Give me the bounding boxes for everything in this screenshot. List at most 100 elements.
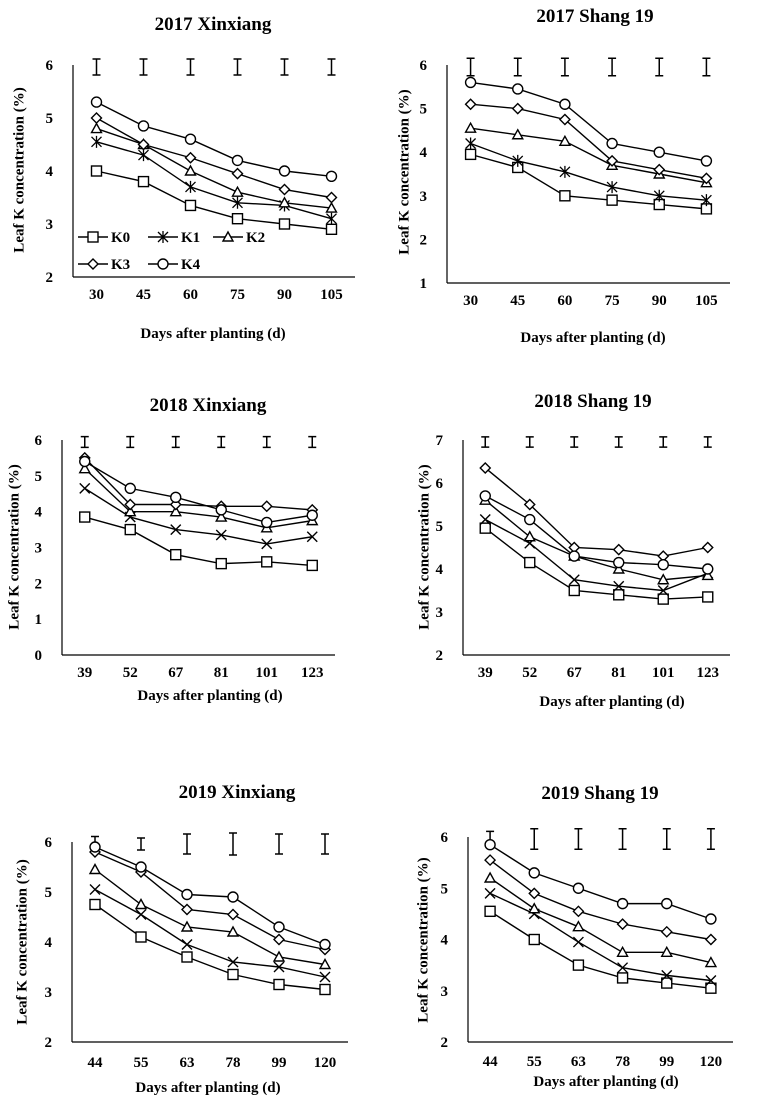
y-tick-label: 1: [35, 612, 43, 628]
series-line-k3: [470, 103, 707, 180]
series-line-k2: [470, 127, 707, 184]
series-line-k1: [96, 141, 332, 220]
x-tick-label: 105: [695, 293, 718, 309]
error-bar: [608, 57, 617, 77]
x-tick-label: 101: [652, 665, 675, 681]
error-bar: [92, 58, 101, 76]
chart-panel-3: 2018 Xinxiang Leaf K concentration (%) Day…: [6, 395, 335, 704]
data-point-k3: [701, 541, 714, 554]
error-bar: [481, 436, 490, 448]
y-tick-label: 4: [436, 562, 444, 578]
data-point-k3: [124, 498, 137, 511]
series-line-k4: [484, 495, 708, 570]
data-point-k1: [613, 580, 625, 592]
x-tick-label: 44: [88, 1055, 104, 1071]
data-point-k2: [528, 902, 541, 914]
error-bar: [659, 436, 668, 448]
error-bar: [186, 58, 195, 76]
data-point-k0: [231, 212, 244, 225]
x-tick-label: 52: [522, 665, 537, 681]
error-bar: [171, 435, 180, 449]
data-point-k3: [278, 183, 291, 196]
data-point-k3: [484, 854, 497, 867]
y-tick-label: 3: [45, 985, 53, 1001]
data-point-k2: [511, 128, 524, 140]
data-point-k0: [124, 523, 136, 536]
data-point-k3: [511, 102, 524, 115]
y-tick-label: 3: [35, 541, 43, 557]
data-point-k4: [319, 938, 331, 951]
x-tick-label: 123: [301, 665, 324, 681]
error-bar: [614, 436, 623, 448]
y-tick-label: 6: [436, 476, 444, 492]
x-tick-label: 39: [478, 665, 493, 681]
x-tick-label: 120: [700, 1054, 723, 1070]
data-point-k2: [523, 530, 536, 542]
legend-marker-k4: [157, 258, 169, 270]
y-tick-label: 2: [436, 648, 444, 664]
series-line-k3: [484, 467, 708, 557]
error-bar: [703, 436, 712, 448]
x-tick-label: 78: [226, 1055, 241, 1071]
x-tick-label: 67: [567, 665, 583, 681]
series-line-k3: [96, 117, 332, 199]
x-axis-label: Days after planting (d): [140, 326, 285, 342]
data-point-k4: [479, 490, 491, 502]
chart-panel-1: 2017 Xinxiang Leaf K concentration (%) Day…: [11, 14, 355, 342]
data-point-k2: [134, 898, 148, 910]
data-point-k1: [326, 212, 337, 225]
data-point-k1: [79, 482, 91, 494]
x-tick-label: 44: [483, 1054, 499, 1070]
series-line-k4: [489, 844, 712, 920]
data-point-k1: [91, 135, 102, 148]
x-tick-label: 78: [615, 1054, 630, 1070]
data-point-k0: [524, 556, 536, 569]
x-tick-label: 123: [697, 665, 720, 681]
x-tick-label: 101: [256, 665, 279, 681]
series-line-k3: [94, 851, 326, 951]
data-point-k4: [653, 146, 665, 158]
error-bar: [183, 833, 191, 855]
chart-panel-5: 2019 Xinxiang Leaf K concentration (%) Day…: [14, 782, 348, 1096]
data-point-k3: [464, 98, 477, 111]
data-point-k0: [702, 591, 714, 603]
y-tick-label: 2: [441, 1035, 449, 1051]
error-bar: [570, 436, 579, 448]
data-point-k3: [700, 172, 713, 185]
data-point-k2: [318, 958, 332, 970]
series-line-k2: [84, 468, 313, 529]
data-point-k0: [184, 199, 197, 212]
y-tick-label: 5: [45, 885, 53, 901]
x-tick-label: 81: [611, 665, 626, 681]
data-point-k4: [325, 170, 338, 183]
data-point-k0: [170, 548, 182, 561]
legend-label-k1: K1: [181, 230, 200, 246]
series-line-k3: [84, 457, 313, 511]
data-point-k3: [181, 903, 193, 916]
data-point-k4: [559, 98, 571, 110]
y-tick-label: 5: [420, 102, 428, 118]
data-point-k4: [572, 882, 585, 894]
error-bar: [137, 837, 145, 851]
series-line-k4: [470, 81, 707, 162]
data-point-k4: [464, 76, 477, 89]
data-point-k0: [227, 968, 239, 981]
data-point-k0: [137, 175, 150, 188]
series-line-k4: [94, 846, 326, 946]
data-point-k0: [661, 977, 673, 989]
data-point-k4: [613, 556, 625, 569]
x-tick-label: 60: [557, 293, 572, 309]
data-point-k0: [306, 559, 318, 572]
data-point-k4: [528, 867, 540, 879]
data-point-k1: [227, 956, 239, 968]
error-bar: [327, 58, 336, 76]
data-point-k4: [616, 897, 629, 910]
data-point-k1: [479, 514, 491, 526]
x-tick-label: 67: [168, 665, 184, 681]
y-tick-label: 5: [436, 519, 444, 535]
y-tick-label: 7: [436, 433, 444, 449]
x-axis-label: Days after planting (d): [137, 688, 282, 704]
data-point-k3: [325, 191, 338, 204]
data-point-k3: [523, 498, 536, 511]
